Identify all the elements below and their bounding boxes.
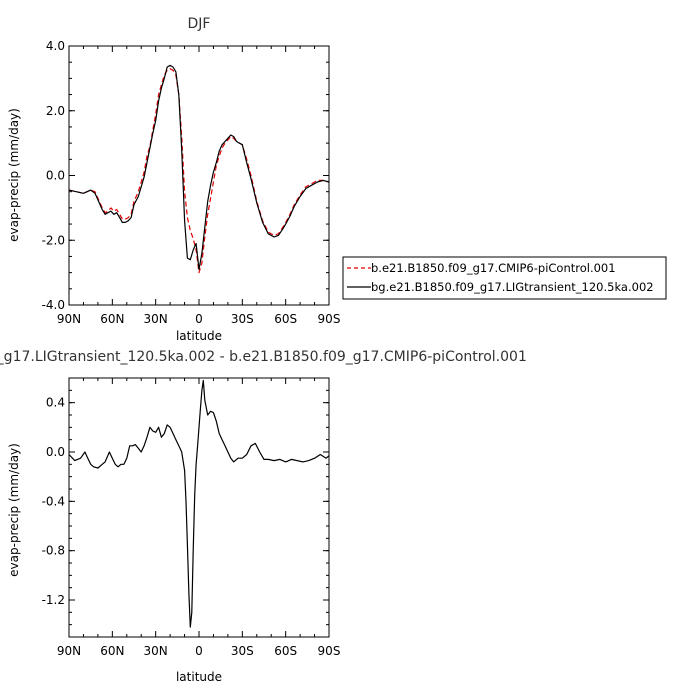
bottom-chart-x-tick-label: 0 <box>195 644 203 658</box>
bottom-chart-y-tick-label: -0.8 <box>42 544 65 558</box>
top-chart-title: DJF <box>188 16 211 32</box>
legend-box <box>342 256 667 300</box>
bottom-chart-y-tick-label: 0.0 <box>46 445 65 459</box>
top-chart-y-tick-label: 4.0 <box>46 39 65 53</box>
bottom-chart-y-tick-label: 0.4 <box>46 396 65 410</box>
bottom-chart-y-axis-label: evap-precip (mm/day) <box>7 443 21 577</box>
top-chart-x-tick-label: 60S <box>274 312 297 326</box>
top-chart-y-tick-label: 0.0 <box>46 169 65 183</box>
top-chart-x-tick-label: 60N <box>100 312 124 326</box>
top-chart-series-line-0 <box>68 68 330 274</box>
bottom-chart-y-tick-label: -0.4 <box>42 494 65 508</box>
top-chart-series-line-1 <box>68 64 330 270</box>
top-chart-x-tick-label: 90S <box>318 312 341 326</box>
legend-label-ligtransient: bg.e21.B1850.f09_g17.LIGtransient_120.5k… <box>371 280 654 294</box>
top-chart-y-tick-label: -2.0 <box>42 233 65 247</box>
top-chart-y-tick-label: 2.0 <box>46 104 65 118</box>
bottom-chart-series-line-0 <box>68 379 330 628</box>
bottom-chart-axes: 90N 60N 30N 0 30S 60S 90S -1.2 -0.8 -0.4 0.0 0.4 <box>42 377 341 658</box>
top-chart-series-group <box>68 64 330 274</box>
top-chart-x-tick-label: 30N <box>144 312 168 326</box>
bottom-chart-x-axis-label: latitude <box>176 670 222 684</box>
bottom-chart-x-tick-label: 30S <box>231 644 254 658</box>
top-chart-axes: 90N 60N 30N 0 30S 60S 90S -4.0 -2.0 0.0 2.0 4.0 <box>42 39 341 326</box>
top-chart-x-tick-label: 30S <box>231 312 254 326</box>
top-chart-x-tick-label: 0 <box>195 312 203 326</box>
bottom-chart-series-group <box>68 379 330 628</box>
bottom-chart-plot-frame <box>68 377 330 638</box>
bottom-chart-x-tick-label: 90S <box>318 644 341 658</box>
bottom-chart-x-tick-label: 30N <box>144 644 168 658</box>
top-chart-x-tick-label: 90N <box>57 312 81 326</box>
bottom-chart-y-tick-label: -1.2 <box>42 593 65 607</box>
bottom-chart-x-tick-label: 60S <box>274 644 297 658</box>
bottom-chart-x-tick-label: 60N <box>100 644 124 658</box>
top-chart-legend: b.e21.B1850.f09_g17.CMIP6-piControl.001 … <box>342 256 667 300</box>
top-chart-y-tick-label: -4.0 <box>42 298 65 312</box>
bottom-chart-title: bg.e21.B1850.f09_g17.LIGtransient_120.5k… <box>0 349 527 365</box>
bottom-chart-panel: bg.e21.B1850.f09_g17.LIGtransient_120.5k… <box>0 349 527 684</box>
bottom-chart-x-tick-label: 90N <box>57 644 81 658</box>
top-chart-x-axis-label: latitude <box>176 329 222 343</box>
legend-label-control: b.e21.B1850.f09_g17.CMIP6-piControl.001 <box>371 261 616 275</box>
top-chart-y-axis-label: evap-precip (mm/day) <box>7 108 21 242</box>
top-chart-panel: DJF 90N 60N 30N 0 30S 60S 90S -4.0 -2.0 0.0 2.0 4.0… <box>7 16 340 343</box>
